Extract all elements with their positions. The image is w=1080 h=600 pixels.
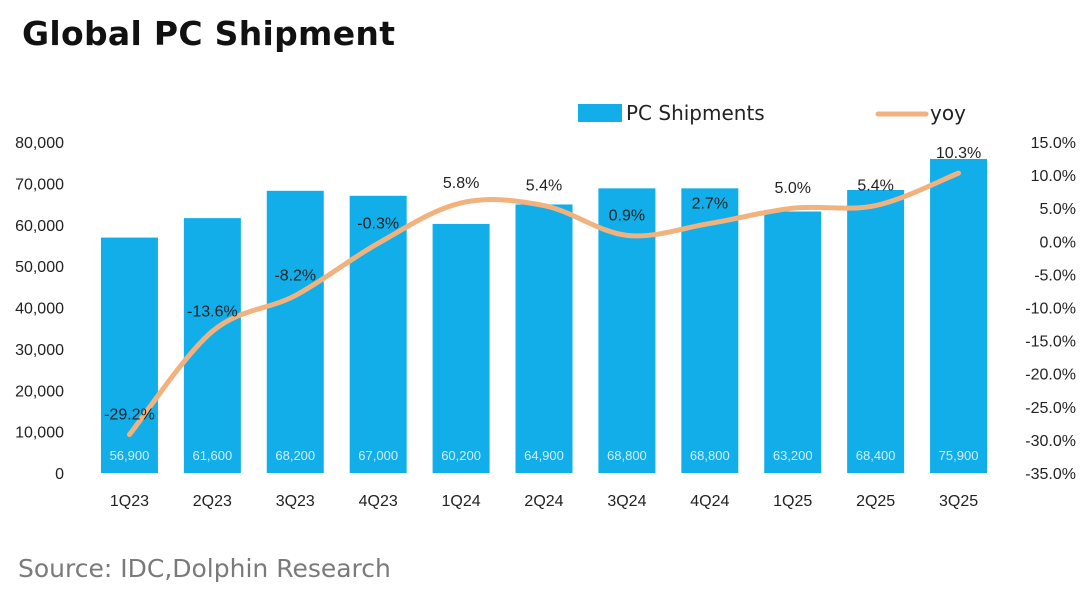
right-axis-tick-label: 5.0% — [1040, 201, 1076, 218]
bar-value-label: 68,200 — [275, 448, 315, 463]
right-axis-tick-label: -15.0% — [1025, 334, 1076, 351]
x-tick-label: 1Q25 — [773, 493, 812, 510]
left-axis-tick-label: 40,000 — [15, 301, 64, 318]
yoy-value-label: 5.4% — [857, 178, 893, 195]
right-axis-tick-label: -10.0% — [1025, 301, 1076, 318]
bar-3Q25 — [930, 158, 988, 473]
legend: PC Shipments yoy — [578, 101, 966, 125]
x-tick-label: 3Q23 — [276, 493, 315, 510]
left-axis-tick-label: 70,000 — [15, 176, 64, 193]
bar-4Q24 — [681, 188, 739, 473]
right-axis-tick-label: 0.0% — [1040, 234, 1076, 251]
right-axis-tick-label: -5.0% — [1034, 267, 1076, 284]
right-axis-tick-label: -25.0% — [1025, 400, 1076, 417]
left-axis-tick-label: 0 — [55, 466, 64, 483]
yoy-value-label: -13.6% — [187, 303, 238, 320]
bar-value-label: 60,200 — [441, 448, 481, 463]
bar-4Q23 — [349, 195, 407, 473]
x-tick-label: 2Q23 — [193, 493, 232, 510]
yoy-value-label: -0.3% — [357, 215, 399, 232]
chart-title: Global PC Shipment — [22, 14, 396, 53]
yoy-value-label: 2.7% — [692, 195, 728, 212]
yoy-value-label: 5.8% — [443, 175, 479, 192]
x-tick-label: 3Q25 — [939, 493, 978, 510]
bar-1Q25 — [764, 211, 822, 473]
x-tick-label: 2Q24 — [524, 493, 563, 510]
left-axis-tick-label: 60,000 — [15, 218, 64, 235]
yoy-value-label: 10.3% — [936, 145, 981, 162]
yoy-value-label: -8.2% — [274, 268, 316, 285]
x-tick-label: 4Q24 — [690, 493, 729, 510]
x-tick-label: 1Q24 — [442, 493, 481, 510]
bar-1Q24 — [432, 223, 490, 473]
legend-swatch-bar — [578, 104, 622, 122]
legend-label-bar: PC Shipments — [626, 101, 765, 125]
bar-2Q25 — [847, 189, 905, 473]
bar-value-label: 67,000 — [358, 448, 398, 463]
bar-3Q23 — [266, 190, 324, 473]
bar-value-label: 75,900 — [939, 448, 979, 463]
x-tick-label: 1Q23 — [110, 493, 149, 510]
bar-2Q24 — [515, 204, 573, 473]
bar-2Q23 — [183, 218, 241, 473]
yoy-line — [126, 170, 962, 438]
yoy-value-label: 0.9% — [609, 207, 645, 224]
yoy-value-label: -29.2% — [104, 407, 155, 424]
bar-value-label: 56,900 — [110, 448, 150, 463]
bar-value-label: 64,900 — [524, 448, 564, 463]
left-axis-tick-label: 80,000 — [15, 135, 64, 152]
left-axis-tick-label: 50,000 — [15, 259, 64, 276]
bar-value-label: 61,600 — [192, 448, 232, 463]
left-axis-tick-label: 20,000 — [15, 383, 64, 400]
bar-value-label: 63,200 — [773, 448, 813, 463]
x-tick-label: 4Q23 — [359, 493, 398, 510]
bar-value-label: 68,400 — [856, 448, 896, 463]
bar-value-label: 68,800 — [690, 448, 730, 463]
right-axis-tick-label: -30.0% — [1025, 433, 1076, 450]
bar-1Q23 — [100, 237, 158, 473]
source-note: Source: IDC,Dolphin Research — [18, 554, 391, 583]
yoy-value-label: 5.4% — [526, 178, 562, 195]
left-axis-tick-label: 10,000 — [15, 425, 64, 442]
x-tick-label: 3Q24 — [607, 493, 646, 510]
legend-label-line: yoy — [930, 101, 966, 125]
right-axis-tick-label: 10.0% — [1031, 168, 1076, 185]
x-tick-label: 2Q25 — [856, 493, 895, 510]
right-axis-tick-label: -35.0% — [1025, 466, 1076, 483]
right-axis-tick-label: 15.0% — [1031, 135, 1076, 152]
yoy-value-label: 5.0% — [774, 180, 810, 197]
left-axis-tick-label: 30,000 — [15, 342, 64, 359]
bar-value-label: 68,800 — [607, 448, 647, 463]
right-axis-tick-label: -20.0% — [1025, 367, 1076, 384]
